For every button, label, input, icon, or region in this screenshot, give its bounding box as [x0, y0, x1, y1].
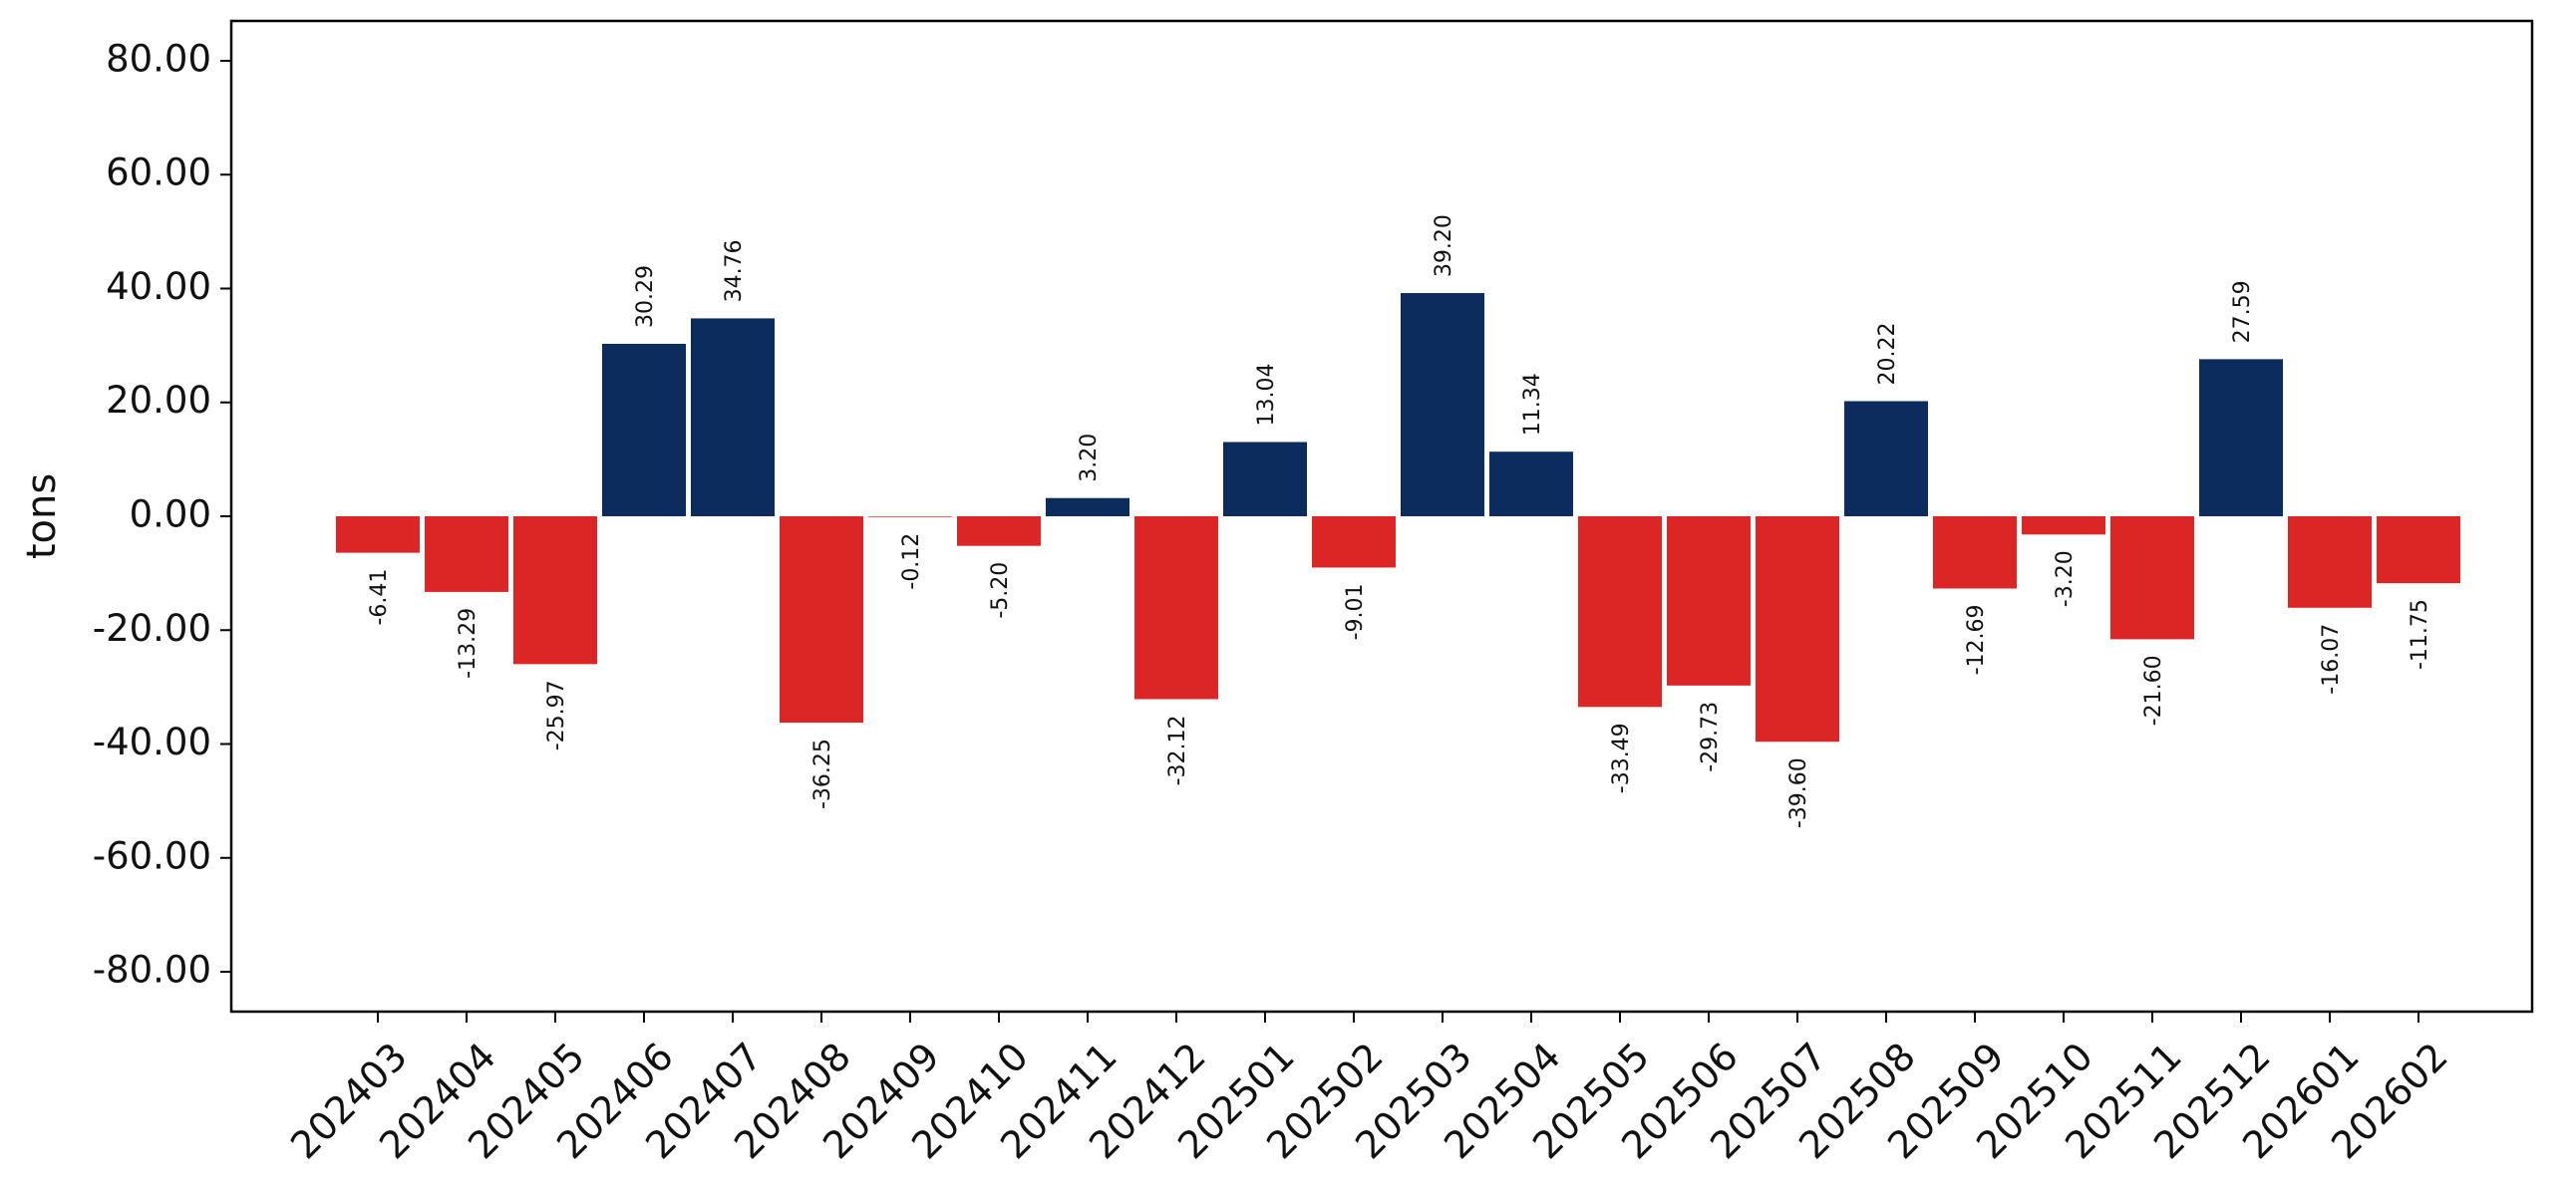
value-label: -6.41 [367, 569, 392, 626]
value-label: -33.49 [1609, 723, 1634, 793]
y-tick-label: 40.00 [106, 265, 211, 308]
bar-202511 [2110, 516, 2194, 640]
bar-202407 [691, 318, 775, 516]
bar-202510 [2022, 516, 2105, 535]
y-tick-label: 0.00 [130, 493, 211, 536]
value-label: 20.22 [1875, 323, 1900, 386]
value-label: -21.60 [2141, 655, 2166, 726]
bar-202412 [1134, 516, 1218, 700]
bars [336, 293, 2460, 743]
bar-202507 [1756, 516, 1839, 743]
value-label: -29.73 [1698, 702, 1723, 772]
value-label: 27.59 [2230, 280, 2255, 343]
y-axis-label: tons [19, 473, 65, 559]
bar-202408 [780, 516, 863, 724]
y-tick-label: -40.00 [93, 721, 211, 763]
x-axis: 2024032024042024052024062024072024082024… [282, 1012, 2456, 1167]
y-tick-label: 80.00 [106, 37, 211, 80]
bar-202508 [1844, 401, 1928, 516]
bar-202504 [1489, 451, 1573, 516]
value-label: -12.69 [1964, 604, 1989, 675]
bar-202403 [336, 516, 420, 553]
value-label: -25.97 [544, 680, 569, 750]
value-label: 13.04 [1254, 364, 1279, 427]
bar-202512 [2199, 359, 2283, 516]
bar-202602 [2377, 516, 2460, 584]
data-labels: -6.41 -13.29 -25.97 30.29 34.76 -36.25 -0.12 -5… [367, 214, 2432, 828]
bar-202509 [1933, 516, 2017, 589]
value-label: -36.25 [810, 739, 835, 809]
value-label: 11.34 [1520, 373, 1545, 436]
bar-202410 [957, 516, 1041, 546]
value-label: 30.29 [633, 265, 658, 328]
value-label: -16.07 [2319, 624, 2344, 695]
y-tick-label: 60.00 [106, 151, 211, 194]
value-label: -9.01 [1343, 583, 1368, 640]
plot-frame [229, 19, 2534, 1014]
value-label: 39.20 [1432, 214, 1456, 277]
bar-202502 [1312, 516, 1396, 568]
bar-202505 [1578, 516, 1662, 708]
y-tick-label: -20.00 [93, 607, 211, 650]
bar-202411 [1046, 497, 1129, 516]
value-label: -13.29 [456, 608, 481, 679]
bar-202506 [1667, 516, 1751, 686]
value-label: -11.75 [2408, 599, 2432, 670]
bar-202409 [868, 516, 952, 517]
value-label: -32.12 [1165, 715, 1190, 785]
value-label: -39.60 [1786, 757, 1811, 828]
bar-202405 [513, 516, 597, 665]
y-axis: 80.00 60.00 40.00 20.00 0.00 -20.00 -40.00 -60.… [93, 37, 231, 992]
value-label: 34.76 [722, 239, 747, 302]
y-tick-label: -60.00 [93, 834, 211, 877]
bar-202503 [1401, 293, 1484, 516]
y-tick-label: -80.00 [93, 949, 211, 992]
y-tick-label: 20.00 [106, 379, 211, 422]
bar-202406 [602, 343, 686, 516]
bar-202404 [425, 516, 508, 592]
bar-202601 [2288, 516, 2372, 608]
value-label: 3.20 [1077, 434, 1102, 482]
value-label: -5.20 [988, 562, 1013, 619]
value-label: -0.12 [899, 533, 924, 590]
bar-202501 [1223, 442, 1307, 516]
value-label: -3.20 [2053, 550, 2078, 607]
